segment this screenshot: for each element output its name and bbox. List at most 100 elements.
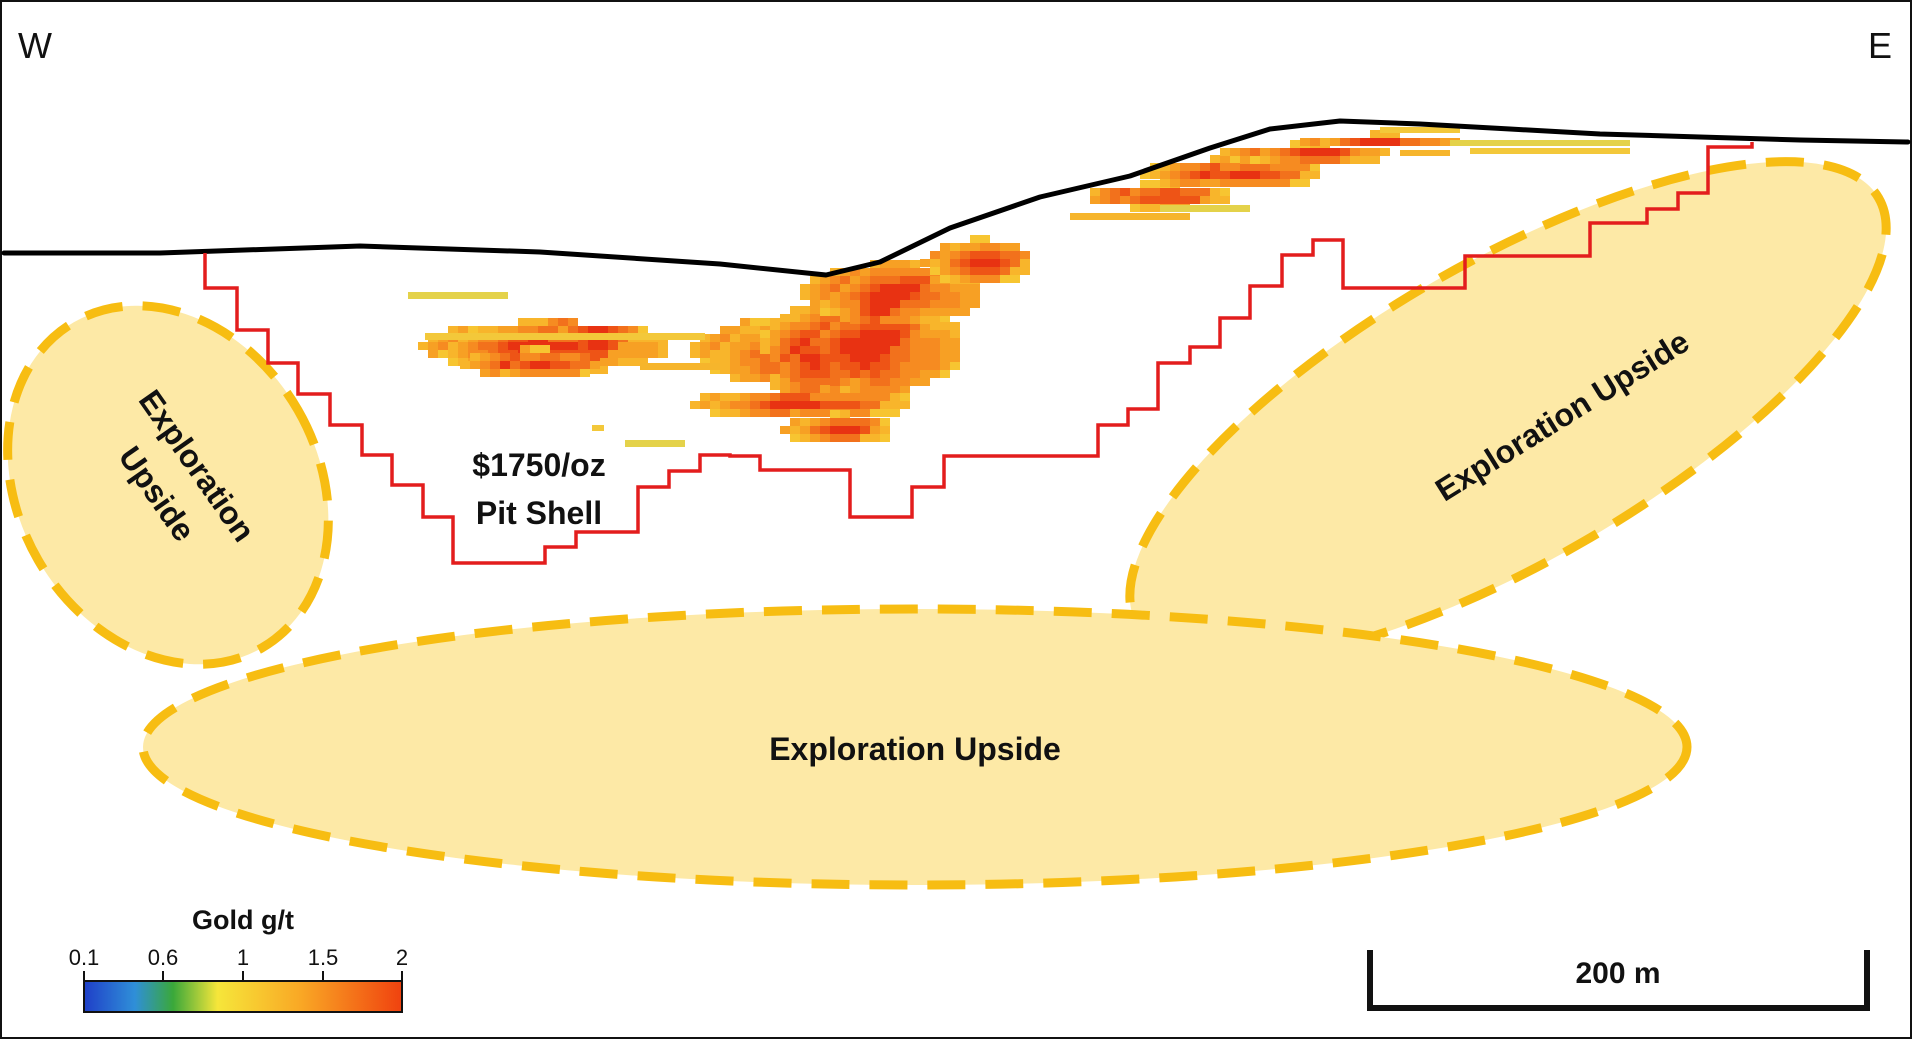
grade-block — [730, 334, 740, 342]
pit-shell-outline — [203, 142, 1754, 565]
grade-block — [870, 292, 880, 300]
grade-block — [780, 426, 790, 434]
grade-block — [1370, 138, 1380, 146]
grade-block — [930, 370, 940, 378]
grade-block — [950, 275, 960, 283]
grade-block — [890, 378, 900, 386]
grade-block — [638, 326, 648, 334]
grade-block — [598, 350, 608, 358]
grade-block — [940, 284, 950, 292]
grade-block — [880, 338, 890, 346]
grade-block — [950, 243, 960, 251]
grade-block — [840, 370, 850, 378]
grade-block — [810, 426, 820, 434]
grade-block — [730, 409, 740, 417]
grade-block — [850, 292, 860, 300]
grade-block — [1270, 156, 1280, 164]
grade-block — [860, 409, 870, 417]
grade-block — [970, 284, 980, 292]
grade-block — [608, 350, 618, 358]
grade-block — [820, 314, 830, 322]
grade-block — [488, 326, 498, 334]
grade-block — [950, 259, 960, 267]
grade-block — [850, 330, 860, 338]
grade-block — [840, 338, 850, 346]
grade-block — [740, 366, 750, 374]
grade-block — [970, 275, 980, 283]
grade-block — [598, 366, 608, 374]
grade-block — [860, 330, 870, 338]
grade-block — [1360, 148, 1370, 156]
grade-block — [870, 401, 880, 409]
grade-block — [1010, 267, 1020, 275]
grade-block — [598, 358, 608, 366]
grade-block — [1220, 171, 1230, 179]
grade-block — [550, 369, 560, 377]
grade-block — [830, 401, 840, 409]
grade-block — [1380, 148, 1390, 156]
grade-block — [1420, 138, 1430, 146]
grade-block — [800, 346, 810, 354]
grade-block — [890, 308, 900, 316]
grade-block — [568, 342, 578, 350]
grade-block — [960, 243, 970, 251]
legend-tick-label: 1 — [237, 945, 249, 970]
grade-block — [598, 342, 608, 350]
grade-block — [790, 330, 800, 338]
grade-block — [730, 374, 740, 382]
grade-block — [990, 259, 1000, 267]
grade-block — [1360, 156, 1370, 164]
grade-block — [530, 345, 540, 353]
grade-block — [408, 292, 508, 299]
grade-block — [940, 354, 950, 362]
grade-block — [850, 316, 860, 324]
legend-tick-label: 1.5 — [308, 945, 339, 970]
grade-block — [880, 418, 890, 426]
grade-block — [980, 251, 990, 259]
grade-block — [950, 292, 960, 300]
grade-block — [870, 338, 880, 346]
grade-block — [1110, 196, 1120, 204]
grade-block — [880, 260, 890, 268]
grade-block — [1200, 179, 1210, 187]
grade-block — [560, 361, 570, 369]
grade-block — [1430, 138, 1440, 146]
grade-block — [1290, 163, 1300, 171]
grade-block — [1250, 163, 1260, 171]
grade-block — [1020, 251, 1030, 259]
grade-block — [830, 346, 840, 354]
grade-block — [890, 401, 900, 409]
grade-block — [870, 300, 880, 308]
grade-block — [1150, 204, 1160, 212]
grade-block — [570, 353, 580, 361]
grade-block — [820, 362, 830, 370]
grade-block — [588, 326, 598, 334]
grade-block — [800, 434, 810, 442]
grade-block — [1390, 138, 1400, 146]
grade-block — [1010, 243, 1020, 251]
grade-block — [960, 308, 970, 316]
grade-block — [840, 330, 850, 338]
grade-block — [840, 322, 850, 330]
grade-block — [930, 267, 940, 275]
grade-block — [890, 362, 900, 370]
grade-block — [770, 346, 780, 354]
grade-block — [1090, 196, 1100, 204]
grade-block — [730, 358, 740, 366]
grade-block — [810, 434, 820, 442]
grade-block — [910, 268, 920, 276]
grade-block — [830, 434, 840, 442]
grade-block — [1320, 156, 1330, 164]
grade-block — [740, 350, 750, 358]
grade-block — [900, 346, 910, 354]
grade-block — [850, 354, 860, 362]
grade-block — [428, 342, 438, 350]
grade-block — [448, 326, 458, 334]
grade-block — [478, 326, 488, 334]
gold-grade-legend: Gold g/t 0.1 0.6 1 1.5 2 — [69, 905, 408, 1013]
grade-block — [540, 345, 550, 353]
grade-block — [830, 284, 840, 292]
grade-block — [1180, 196, 1190, 204]
grade-block — [840, 426, 850, 434]
grade-block — [1160, 188, 1170, 196]
